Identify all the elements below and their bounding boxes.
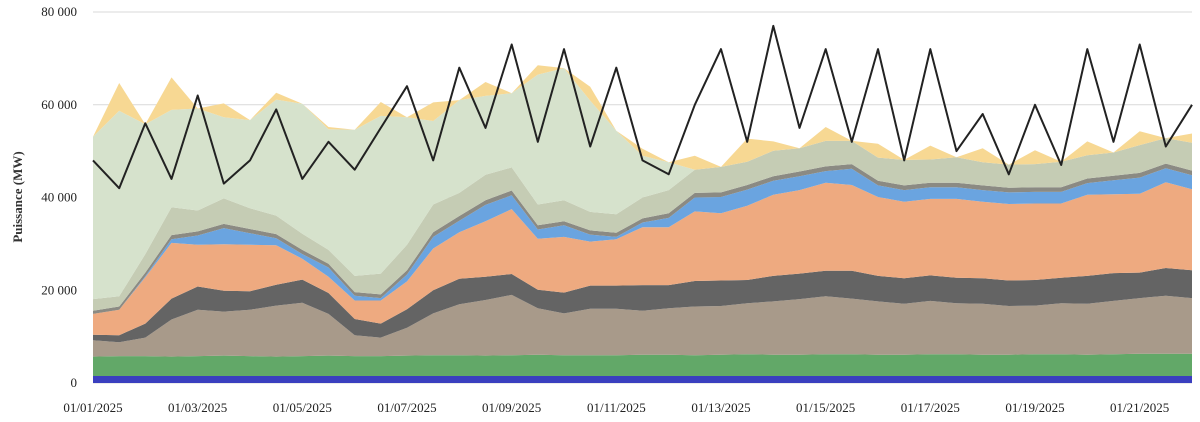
x-tick-label: 01/15/2025 xyxy=(796,400,855,415)
x-tick-label: 01/21/2025 xyxy=(1110,400,1169,415)
stack-area-0 xyxy=(93,376,1192,383)
x-tick-label: 01/11/2025 xyxy=(587,400,646,415)
x-tick-label: 01/17/2025 xyxy=(901,400,960,415)
y-tick-label: 40 000 xyxy=(41,190,77,205)
y-axis-tick-labels: 0 20 000 40 000 60 000 80 000 xyxy=(41,4,77,390)
x-tick-label: 01/05/2025 xyxy=(273,400,332,415)
stack-area-4 xyxy=(93,182,1192,336)
x-tick-label: 01/13/2025 xyxy=(691,400,750,415)
x-tick-label: 01/03/2025 xyxy=(168,400,227,415)
y-tick-label: 0 xyxy=(71,375,78,390)
stack-area-7 xyxy=(93,138,1192,311)
stack-area-8 xyxy=(93,68,1192,300)
stack-area-3 xyxy=(93,268,1192,343)
stack-area-9 xyxy=(93,65,1192,170)
x-tick-label: 01/09/2025 xyxy=(482,400,541,415)
total-line xyxy=(92,24,1193,190)
x-tick-label: 01/19/2025 xyxy=(1005,400,1064,415)
stacked-areas xyxy=(93,65,1192,383)
y-axis-title: Puissance (MW) xyxy=(10,151,25,242)
y-tick-label: 60 000 xyxy=(41,97,77,112)
total-line-layer xyxy=(92,24,1193,190)
stack-area-1 xyxy=(93,353,1192,376)
stack-area-2 xyxy=(93,294,1192,357)
x-axis-tick-labels: 01/01/2025 01/03/2025 01/05/2025 01/07/2025… xyxy=(63,400,1169,415)
y-tick-label: 80 000 xyxy=(41,4,77,19)
x-tick-label: 01/07/2025 xyxy=(377,400,436,415)
y-tick-label: 20 000 xyxy=(41,282,77,297)
x-tick-label: 01/01/2025 xyxy=(63,400,122,415)
